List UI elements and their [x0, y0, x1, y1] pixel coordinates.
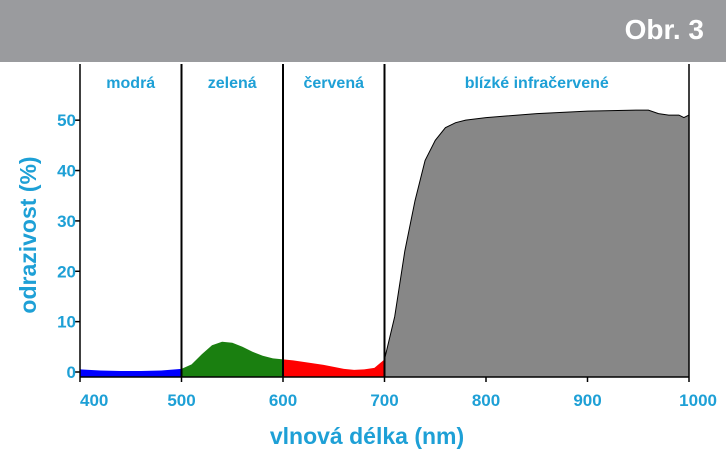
band-label-2: červená [304, 75, 365, 92]
x-tick-label: 400 [80, 391, 108, 410]
band-label-3: blízké infračervené [465, 75, 609, 92]
x-tick-label: 800 [472, 391, 500, 410]
x-tick-label: 1000 [679, 391, 717, 410]
y-axis-label: odrazivost (%) [15, 156, 41, 313]
band-area-2 [283, 359, 385, 377]
band-area-1 [181, 341, 283, 377]
x-tick-label: 500 [167, 391, 195, 410]
band-label-1: zelená [208, 75, 257, 92]
x-tick-label: 600 [269, 391, 297, 410]
header-bar: Obr. 3 [0, 0, 726, 62]
y-tick-label: 0 [67, 363, 76, 382]
y-tick-label: 30 [57, 212, 76, 231]
band-label-0: modrá [106, 75, 155, 92]
figure-label: Obr. 3 [624, 14, 704, 45]
band-area-0 [80, 368, 182, 377]
x-tick-label: 900 [573, 391, 601, 410]
y-tick-label: 20 [57, 262, 76, 281]
x-axis-label: vlnová délka (nm) [270, 423, 464, 449]
y-tick-label: 10 [57, 313, 76, 332]
y-tick-label: 50 [57, 111, 76, 130]
x-tick-label: 700 [370, 391, 398, 410]
band-area-3 [384, 109, 690, 378]
y-tick-label: 40 [57, 162, 76, 181]
